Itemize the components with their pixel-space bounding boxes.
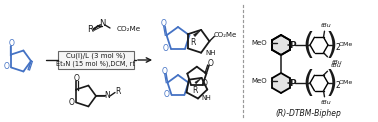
Text: MeO: MeO <box>251 78 267 84</box>
Text: N: N <box>105 91 110 100</box>
Text: MeO: MeO <box>251 40 267 46</box>
Text: NH: NH <box>205 50 215 56</box>
Text: P: P <box>289 78 295 87</box>
Text: P: P <box>289 41 295 50</box>
Polygon shape <box>272 35 290 55</box>
Bar <box>58 51 134 69</box>
Text: O: O <box>164 90 170 99</box>
Text: R: R <box>115 87 121 96</box>
Text: tBu: tBu <box>320 100 331 105</box>
Text: R: R <box>192 86 197 95</box>
Polygon shape <box>194 30 201 37</box>
Text: OMe: OMe <box>339 81 353 86</box>
Text: CO₂Me: CO₂Me <box>214 32 237 38</box>
Text: Cu(I)/L (3 mol %): Cu(I)/L (3 mol %) <box>66 53 126 59</box>
Text: O: O <box>202 79 208 88</box>
Polygon shape <box>195 78 201 84</box>
Text: (: ( <box>302 68 314 97</box>
Text: O: O <box>162 67 168 76</box>
Text: R: R <box>87 25 93 35</box>
Text: O: O <box>9 39 14 48</box>
Text: R: R <box>191 38 196 47</box>
Text: tBu: tBu <box>330 63 341 68</box>
Text: ): ) <box>326 68 338 97</box>
Text: Et₃N (15 mol %),DCM, rt: Et₃N (15 mol %),DCM, rt <box>56 61 135 67</box>
Text: (: ( <box>302 30 314 60</box>
Text: O: O <box>208 59 214 68</box>
Text: CO₂Me: CO₂Me <box>117 26 141 32</box>
Text: tBu: tBu <box>320 23 331 28</box>
Text: (R)-DTBM-Biphep: (R)-DTBM-Biphep <box>275 110 341 118</box>
Text: NH: NH <box>201 96 211 102</box>
Text: N: N <box>99 20 105 29</box>
Text: O: O <box>68 98 74 107</box>
Text: O: O <box>161 19 167 28</box>
Text: OMe: OMe <box>339 42 353 47</box>
Text: 2: 2 <box>335 44 340 52</box>
Text: O: O <box>74 74 79 83</box>
Text: O: O <box>3 62 9 71</box>
Text: 2: 2 <box>335 81 340 91</box>
Text: tBu: tBu <box>332 60 342 65</box>
Text: O: O <box>163 44 169 53</box>
Text: ): ) <box>326 30 338 60</box>
Polygon shape <box>272 73 290 93</box>
